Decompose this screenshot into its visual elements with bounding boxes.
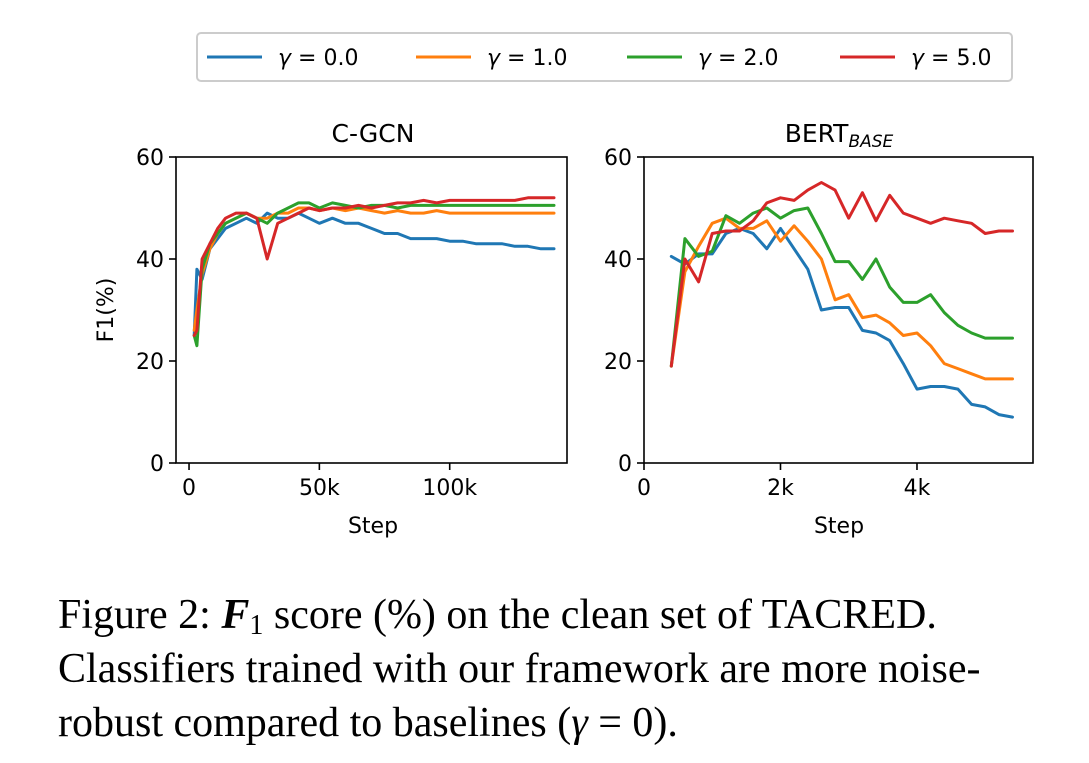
y-tick-label: 60 — [604, 146, 632, 171]
legend-entry: γ = 1.0 — [416, 46, 567, 71]
series-line — [669, 216, 1014, 381]
chart-bert: BERTBASE Step 0 2k 4k 0 20 40 60 — [604, 119, 1034, 539]
y-tick-label: 20 — [136, 350, 164, 375]
y-axis-label: F1(%) — [94, 278, 119, 343]
y-tick-label: 40 — [604, 248, 632, 273]
x-tick-label: 100k — [422, 476, 477, 501]
x-tick-label: 2k — [767, 476, 794, 501]
legend-entry: γ = 5.0 — [840, 46, 991, 71]
axes-frame — [175, 156, 568, 464]
series-line — [192, 196, 556, 337]
legend-frame — [196, 32, 1013, 82]
caption-line-3: robust compared to baselines (γ = 0). — [58, 696, 1083, 750]
y-tick-label: 20 — [604, 350, 632, 375]
series-line — [192, 206, 556, 332]
x-tick-label: 4k — [904, 476, 931, 501]
x-axis-label: Step — [348, 514, 398, 539]
figure: γ = 0.0 γ = 1.0 γ = 2.0 γ = 5.0 C-GCN F1… — [94, 32, 1034, 539]
plot-area-cgcn: 0 50k 100k 0 20 40 60 — [136, 146, 568, 501]
caption-text: = 0). — [587, 700, 678, 746]
series-line — [192, 201, 556, 348]
caption-metric-subscript: 1 — [249, 610, 264, 641]
y-tick-label: 0 — [150, 452, 164, 477]
chart-cgcn: C-GCN F1(%) Step 0 50k 100k 0 20 40 60 — [94, 119, 568, 539]
x-tick-label: 0 — [637, 476, 651, 501]
caption-line-1: Figure 2: F1 score (%) on the clean set … — [58, 588, 1083, 642]
y-tick-label: 0 — [618, 452, 632, 477]
x-tick-label: 0 — [182, 476, 196, 501]
legend-label: γ = 5.0 — [911, 46, 991, 71]
x-axis-label: Step — [814, 514, 864, 539]
y-tick-label: 60 — [136, 146, 164, 171]
legend-label: γ = 1.0 — [487, 46, 567, 71]
caption-gamma: γ — [571, 700, 588, 746]
caption-prefix: Figure 2: — [58, 592, 222, 638]
y-tick-label: 40 — [136, 248, 164, 273]
series-line — [669, 206, 1014, 368]
caption-text: robust compared to baselines ( — [58, 700, 572, 746]
x-tick-label: 50k — [299, 476, 340, 501]
plot-area-bert: 0 2k 4k 0 20 40 60 — [604, 146, 1034, 501]
legend-label: γ = 0.0 — [278, 46, 358, 71]
caption-line-2: Classifiers trained with our framework a… — [58, 646, 981, 692]
series-line — [192, 211, 556, 337]
series-line — [669, 181, 1014, 368]
figure-caption: Figure 2: F1 score (%) on the clean set … — [58, 588, 1083, 750]
axes-frame — [643, 156, 1034, 464]
legend-label: γ = 2.0 — [698, 46, 778, 71]
caption-text: score (%) on the clean set of TACRED. — [263, 592, 937, 638]
caption-metric: F — [221, 592, 250, 638]
legend-entry: γ = 0.0 — [207, 46, 358, 71]
chart-title: C-GCN — [332, 119, 415, 148]
legend-entry: γ = 2.0 — [627, 46, 778, 71]
series-line — [669, 226, 1014, 419]
legend: γ = 0.0 γ = 1.0 γ = 2.0 γ = 5.0 — [196, 32, 1013, 82]
chart-title: BERTBASE — [785, 119, 894, 152]
